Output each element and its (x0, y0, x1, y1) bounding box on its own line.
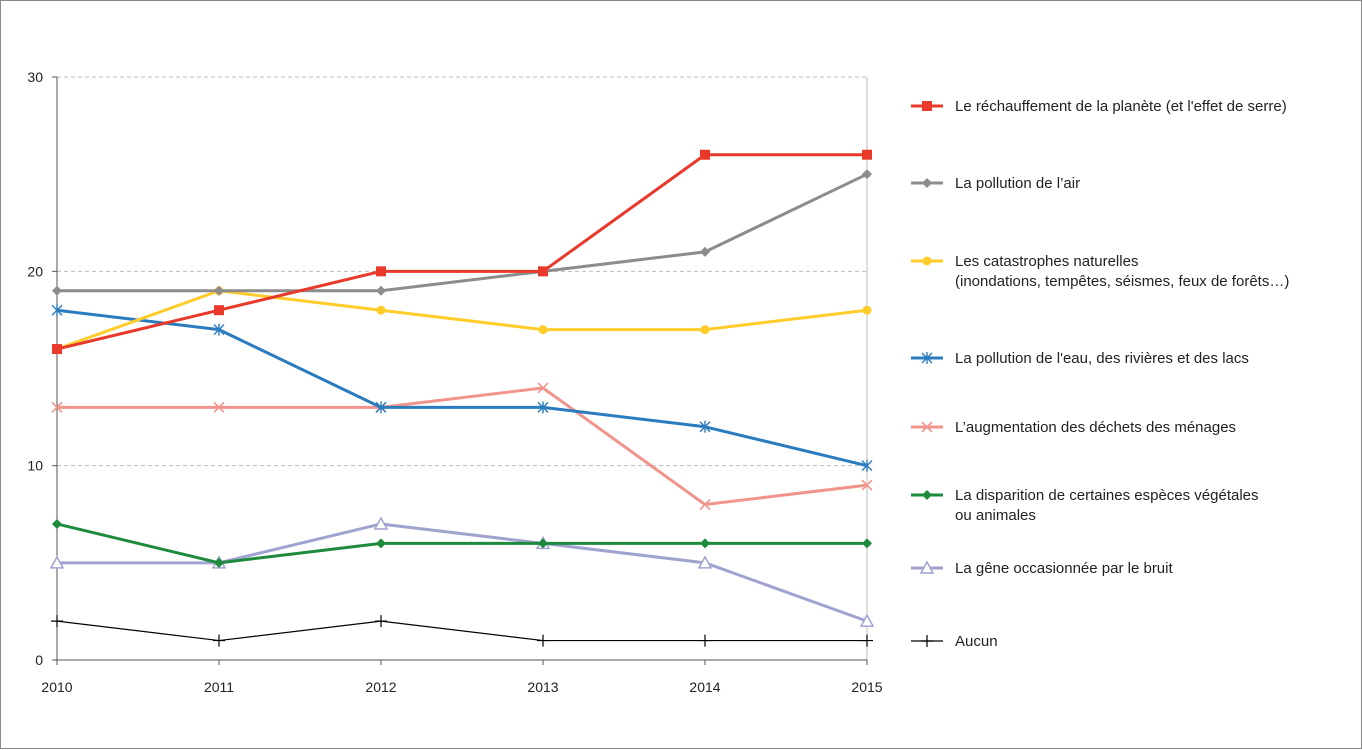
x-tick-label: 2013 (527, 679, 558, 695)
series-1 (52, 169, 872, 296)
data-point (862, 169, 872, 180)
x-tick-label: 2010 (41, 679, 72, 695)
legend-swatch-marker (922, 256, 932, 266)
data-point (213, 323, 225, 336)
x-tick-label: 2011 (204, 679, 234, 695)
data-point (51, 401, 63, 413)
data-point (214, 557, 224, 568)
data-point (52, 518, 62, 529)
legend-label: L’augmentation des déchets des ménages (955, 419, 1236, 436)
data-point (376, 305, 386, 315)
legend-swatch-marker (922, 101, 932, 111)
data-point (51, 304, 63, 317)
y-tick-label: 10 (27, 458, 43, 474)
legend-entry: La pollution de l’air (911, 175, 1080, 192)
axes-layer: 0 10 20 30 2010 2011 2012 2013 2014 2015 (27, 69, 882, 695)
legend-swatch-marker (922, 490, 932, 500)
data-point (700, 149, 710, 160)
data-point (700, 538, 710, 549)
x-tick-label: 2014 (689, 679, 720, 695)
legend-swatch-marker (921, 421, 933, 433)
series-line (57, 386, 868, 507)
data-point (375, 401, 387, 414)
legend-swatch-marker (921, 635, 933, 647)
series-line (56, 522, 867, 565)
data-point (213, 401, 225, 413)
data-point (52, 344, 62, 355)
data-point (375, 615, 387, 628)
data-point (538, 266, 548, 277)
grid-layer (57, 76, 868, 660)
legend-swatch-marker (922, 178, 932, 188)
data-point (376, 538, 386, 549)
x-tick-label: 2012 (365, 679, 396, 695)
y-tick-label: 30 (27, 69, 43, 85)
data-point (214, 285, 224, 296)
series-0 (52, 149, 872, 355)
data-point (861, 459, 873, 472)
data-point (859, 613, 875, 627)
legend-entry: Le réchauffement de la planète (et l'eff… (911, 98, 1287, 115)
series-5 (52, 518, 872, 568)
legend-label: (inondations, tempêtes, séismes, feux de… (955, 273, 1289, 290)
series-line (56, 308, 868, 468)
data-point (376, 285, 386, 296)
data-point (213, 634, 225, 647)
legend-entry: La disparition de certaines espèces végé… (911, 487, 1259, 524)
legend-label: La gêne occasionnée par le bruit (955, 560, 1173, 577)
legend-label: Aucun (955, 633, 998, 650)
data-point (862, 538, 872, 549)
series-line (56, 289, 868, 351)
data-point (699, 420, 711, 433)
y-tick-label: 20 (27, 263, 43, 279)
legend-label: La pollution de l’air (955, 175, 1080, 192)
legend-label: ou animales (955, 507, 1036, 524)
legend-swatch-marker (919, 560, 935, 574)
data-point (537, 401, 549, 414)
legend-entry: La pollution de l'eau, des rivières et d… (911, 350, 1249, 367)
data-point (699, 498, 711, 511)
legend-label: Les catastrophes naturelles (955, 253, 1138, 270)
data-point (862, 305, 872, 315)
legend-entry: Aucun (911, 633, 998, 650)
legend-entry: L’augmentation des déchets des ménages (911, 419, 1236, 436)
data-point (49, 555, 65, 569)
legend-entry: La gêne occasionnée par le bruit (911, 560, 1173, 577)
data-point (700, 325, 710, 335)
data-point (700, 246, 710, 257)
data-point (861, 479, 873, 491)
legend-swatch-marker (921, 352, 933, 364)
series-layer (49, 149, 875, 647)
data-point (214, 305, 224, 316)
data-point (51, 615, 63, 628)
data-point (538, 325, 548, 335)
legend-label: La pollution de l'eau, des rivières et d… (955, 350, 1249, 367)
series-line (56, 153, 867, 351)
legend: Le réchauffement de la planète (et l'eff… (911, 98, 1289, 650)
data-point (861, 634, 873, 647)
series-6 (49, 516, 875, 627)
data-point (537, 634, 549, 647)
data-point (376, 266, 386, 277)
data-point (862, 149, 872, 160)
y-tick-label: 0 (35, 652, 43, 668)
data-point (699, 634, 711, 647)
legend-label: La disparition de certaines espèces végé… (955, 487, 1259, 504)
data-point (537, 382, 549, 394)
data-point (697, 555, 713, 569)
data-point (538, 538, 548, 549)
series-4 (51, 382, 873, 511)
x-tick-label: 2015 (851, 679, 882, 695)
legend-entry: Les catastrophes naturelles (inondations,… (911, 253, 1289, 290)
series-line (57, 172, 868, 293)
series-3 (51, 304, 873, 472)
series-7 (51, 615, 873, 647)
series-line (57, 522, 868, 623)
data-point (373, 516, 389, 530)
legend-label: Le réchauffement de la planète (et l'eff… (955, 98, 1287, 115)
series-line (56, 620, 867, 642)
data-point (52, 285, 62, 296)
